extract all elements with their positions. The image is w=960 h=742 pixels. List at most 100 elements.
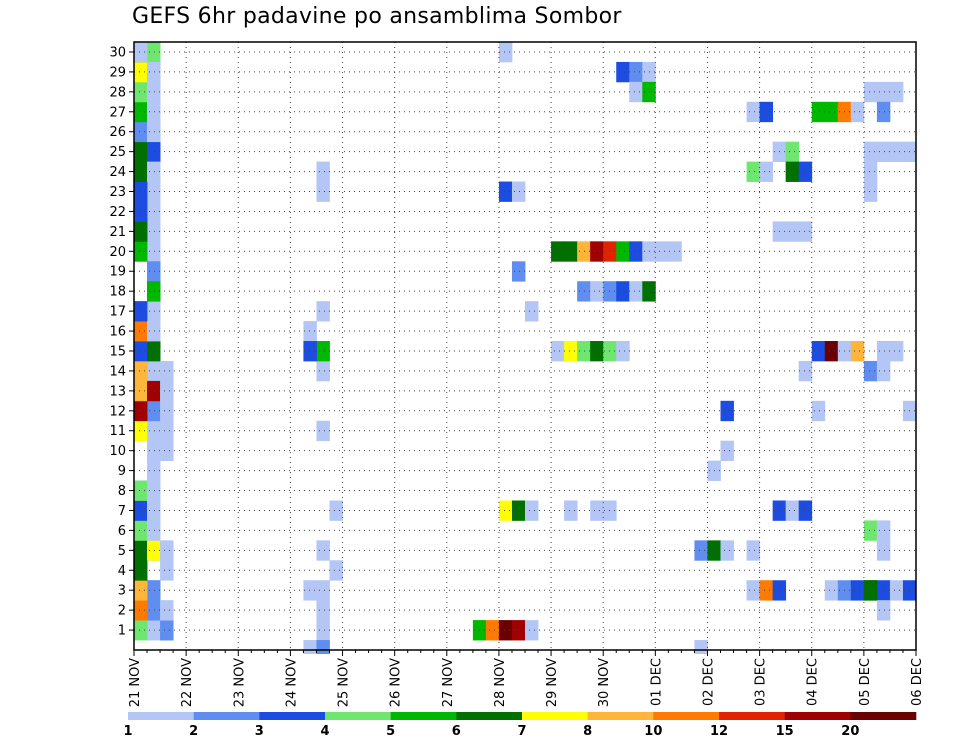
heatmap-cell <box>160 380 174 402</box>
heatmap-cell <box>147 440 161 462</box>
colorbar-swatch <box>719 712 785 720</box>
heatmap-cell <box>160 400 174 422</box>
heatmap-cell <box>629 281 643 302</box>
colorbar-label: 4 <box>320 724 329 739</box>
heatmap-cell <box>134 600 148 621</box>
heatmap-cell <box>134 241 148 262</box>
heatmap-cell <box>746 101 760 123</box>
heatmap-cell <box>863 141 878 163</box>
heatmap-cell <box>147 380 161 402</box>
heatmap-cell <box>916 580 929 600</box>
x-tick-label: 03 DEC <box>754 658 769 706</box>
y-tick-label: 1 <box>118 624 126 639</box>
y-tick-label: 23 <box>109 185 126 200</box>
heatmap-cell <box>147 81 161 103</box>
heatmap-cell <box>134 61 148 83</box>
heatmap-cell <box>316 600 330 621</box>
heatmap-cell <box>759 161 774 182</box>
colorbar-swatch <box>325 712 391 720</box>
heatmap-cell <box>564 341 578 362</box>
y-tick-label: 16 <box>109 325 126 340</box>
heatmap-cell <box>720 400 734 422</box>
x-tick-label: 27 NOV <box>441 658 456 707</box>
x-tick-label: 29 NOV <box>545 658 560 707</box>
colorbar-label: 10 <box>644 724 662 739</box>
heatmap-cell <box>134 480 148 501</box>
heatmap-cell <box>590 341 604 362</box>
x-tick-label: 21 NOV <box>128 658 143 707</box>
heatmap-cell <box>160 540 174 561</box>
heatmap-cell <box>147 241 161 262</box>
heatmap-cell <box>147 520 161 541</box>
y-tick-label: 4 <box>118 564 126 579</box>
heatmap-cell <box>525 301 539 322</box>
heatmap-cell <box>876 540 891 561</box>
heatmap-cell <box>616 61 630 83</box>
y-tick-label: 26 <box>109 125 126 140</box>
y-tick-label: 20 <box>109 245 126 260</box>
y-tick-label: 14 <box>109 364 126 379</box>
heatmap-cell <box>316 420 330 442</box>
heatmap-cell <box>590 500 604 521</box>
heatmap-cell <box>147 420 161 442</box>
colorbar-swatch <box>587 712 654 720</box>
heatmap-cell <box>798 360 813 382</box>
heatmap-cell <box>134 161 148 182</box>
y-tick-label: 3 <box>118 584 126 599</box>
heatmap-cell <box>147 660 160 680</box>
x-tick-label: 22 NOV <box>180 658 195 707</box>
heatmap-cell <box>551 241 565 262</box>
heatmap-cell <box>850 580 865 601</box>
colorbar-label: 3 <box>255 724 264 739</box>
y-tick-label: 2 <box>118 604 126 619</box>
x-tick-label: 28 NOV <box>493 658 508 707</box>
heatmap-cell <box>629 81 643 103</box>
heatmap-cell <box>147 221 161 242</box>
y-tick-label: 25 <box>109 145 126 160</box>
colorbar-swatch <box>193 712 260 720</box>
heatmap-cell <box>134 301 148 322</box>
colorbar-label: 20 <box>841 724 859 739</box>
y-tick-label: 19 <box>109 265 126 280</box>
heatmap-cell <box>134 42 148 63</box>
heatmap-cell <box>876 141 891 163</box>
heatmap-cell <box>134 380 148 402</box>
heatmap-cell <box>147 281 161 302</box>
y-tick-label: 27 <box>109 105 126 120</box>
colorbar-swatch <box>456 712 523 720</box>
heatmap-cell <box>134 580 148 601</box>
heatmap-cell <box>889 580 904 601</box>
heatmap-cell <box>485 620 500 641</box>
heatmap-cell <box>134 141 148 163</box>
heatmap-cells <box>134 42 929 680</box>
heatmap-cell <box>147 101 161 123</box>
heatmap-cell <box>147 201 161 222</box>
heatmap-cell <box>316 580 330 601</box>
colorbar-label: 15 <box>776 724 794 739</box>
heatmap-cell <box>889 141 904 163</box>
y-tick-label: 21 <box>109 225 126 240</box>
heatmap-cell <box>785 161 800 182</box>
heatmap-cell <box>798 221 813 242</box>
heatmap-cell <box>329 500 343 521</box>
x-tick-label: 23 NOV <box>232 658 247 707</box>
heatmap-cell <box>134 181 148 202</box>
heatmap-cell <box>147 620 161 641</box>
heatmap-cell <box>577 241 591 262</box>
heatmap-cell <box>590 281 604 302</box>
heatmap-cell <box>147 480 161 501</box>
heatmap-cell <box>616 241 630 262</box>
heatmap-cell <box>863 181 878 202</box>
y-tick-label: 18 <box>109 285 126 300</box>
colorbar-swatch <box>259 712 326 720</box>
y-tick-label: 13 <box>109 384 126 399</box>
y-tick-label: 11 <box>109 424 126 439</box>
heatmap-cell <box>916 221 929 241</box>
heatmap-cell <box>134 420 148 442</box>
heatmap-cell <box>134 121 148 143</box>
heatmap-cell <box>134 400 148 422</box>
heatmap-cell <box>746 161 760 182</box>
colorbar-label: 5 <box>386 724 395 739</box>
heatmap-cell <box>316 360 330 382</box>
